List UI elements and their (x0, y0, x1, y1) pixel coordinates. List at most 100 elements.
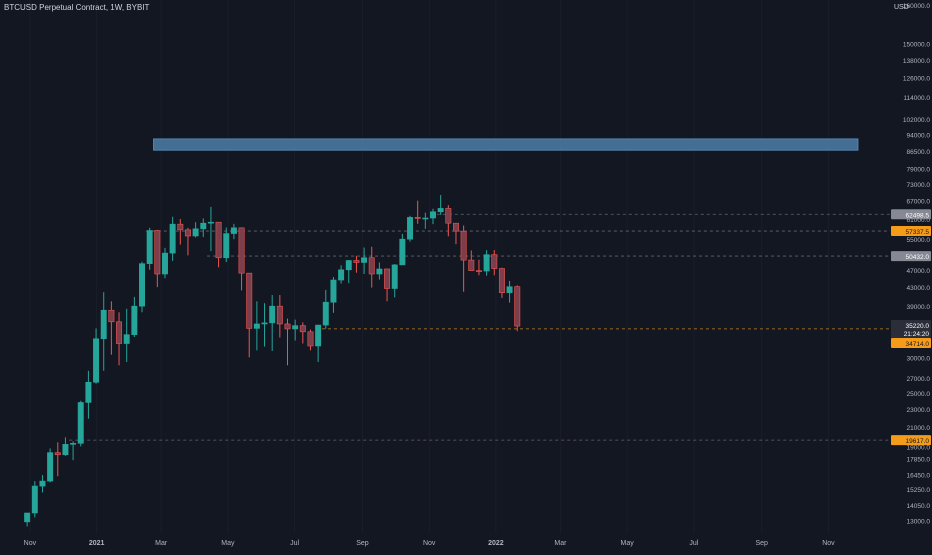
candle-up (223, 233, 230, 259)
candle-down (184, 229, 191, 237)
price-tick-label: 73000.0 (907, 182, 931, 189)
candle-down (54, 452, 61, 456)
level-label-19617-bg (891, 435, 931, 446)
candle-down (445, 208, 452, 224)
candle-down (116, 321, 123, 344)
price-tick-label: 14050.0 (907, 503, 931, 510)
candle-up (437, 208, 444, 213)
candle-up (100, 309, 107, 340)
price-tick-label: 67000.0 (907, 199, 931, 206)
candle-up (361, 257, 368, 263)
candle-up (85, 381, 92, 403)
time-tick-label: Mar (554, 540, 567, 547)
candle-up (407, 217, 414, 240)
candle-down (276, 305, 283, 325)
candle-down (246, 272, 253, 329)
candle-up (169, 223, 176, 254)
candle-up (77, 402, 84, 444)
candle-down (475, 270, 482, 272)
time-tick-label: Nov (423, 540, 436, 547)
level-label-57337-bg (891, 226, 931, 237)
candle-up (483, 254, 490, 272)
price-tick-label: 126000.0 (903, 76, 930, 83)
candle-down (460, 230, 467, 261)
candle-up (123, 334, 130, 344)
time-tick-label: Sep (356, 540, 369, 547)
candle-up (207, 221, 214, 224)
time-scale[interactable]: Nov 2021 Mar May Jul Sep Nov 2022 Mar May Jul Sep No… (0, 533, 890, 550)
candle-up (269, 305, 276, 324)
candle-up (391, 264, 398, 289)
candle-up (315, 324, 322, 347)
candle-up (422, 217, 429, 220)
price-tick-label: 21000.0 (907, 425, 931, 432)
candle-down (514, 286, 521, 327)
level-label-34714: 34714.0 (906, 341, 930, 348)
candle-down (299, 325, 306, 333)
time-tick-label: May (221, 540, 235, 547)
candle-up (338, 269, 345, 281)
price-tick-label: 27000.0 (907, 376, 931, 383)
price-tick-label: 19000.0 (907, 444, 931, 451)
time-tick-label: Nov (24, 540, 37, 547)
candle-down (284, 323, 291, 330)
price-tick-label: 79000.0 (907, 167, 931, 174)
chart-pane[interactable] (0, 0, 890, 533)
level-label-34714-bg (891, 338, 931, 349)
candle-up (200, 222, 207, 230)
currency-label: USD (894, 4, 909, 11)
price-tick-label: 86500.0 (907, 149, 931, 156)
time-tick-label: 2022 (488, 540, 504, 547)
price-tick-label: 43000.0 (907, 285, 931, 292)
candle-down (177, 223, 184, 231)
candle-down (384, 268, 391, 289)
supply-zone-rect (153, 138, 859, 151)
candle-up (146, 230, 153, 264)
price-tick-label: 114000.0 (903, 95, 930, 102)
level-label-62498-bg (891, 209, 931, 220)
candle-down (353, 260, 360, 263)
level-label-19617: 19617.0 (906, 438, 930, 445)
candle-up (261, 322, 268, 325)
candle-up (93, 338, 100, 383)
candle-up (292, 325, 299, 330)
candle-down (498, 268, 505, 293)
level-label-62498: 62498.5 (906, 212, 930, 219)
level-label-57337: 57337.5 (906, 229, 930, 236)
candle-down (108, 309, 115, 323)
price-tick-label: 39000.0 (907, 304, 931, 311)
time-tick-label: Jul (689, 540, 698, 547)
price-tick-label: 150000.0 (903, 42, 930, 49)
candlestick-chart[interactable] (0, 0, 890, 533)
price-scale[interactable]: 150000.0 138000.0 126000.0 114000.0 102000.0… (890, 0, 932, 533)
candle-down (307, 331, 314, 347)
scale-corner (890, 533, 932, 550)
current-price-bg (891, 320, 931, 339)
time-tick-label: Mar (155, 540, 168, 547)
candle-down (238, 227, 245, 274)
candle-up (376, 268, 383, 275)
price-tick-label: 102000.0 (903, 117, 930, 124)
candle-down (154, 230, 161, 275)
candle-up (62, 444, 69, 456)
price-tick-label: 47000.0 (907, 268, 931, 275)
candle-up (192, 228, 199, 237)
level-label-50432-bg (891, 251, 931, 262)
candle-up (253, 323, 260, 329)
level-label-50432: 50432.0 (906, 254, 930, 261)
candle-up (24, 512, 31, 523)
candle-up (139, 263, 145, 307)
chart-title: BTCUSD Perpetual Contract, 1W, BYBIT (4, 3, 150, 12)
price-tick-label: 30000.0 (907, 355, 931, 362)
price-tick-label: 25000.0 (907, 391, 931, 398)
candle-down (452, 222, 459, 232)
time-tick-label: Sep (755, 540, 768, 547)
candle-down (368, 257, 375, 275)
candle-down (414, 217, 421, 219)
current-price-label: 35220.0 (906, 323, 930, 330)
candle-up (131, 305, 138, 335)
price-tick-label: 17850.0 (907, 457, 931, 464)
candle-down (215, 221, 222, 259)
candle-up (39, 480, 46, 487)
candle-up (322, 301, 329, 326)
